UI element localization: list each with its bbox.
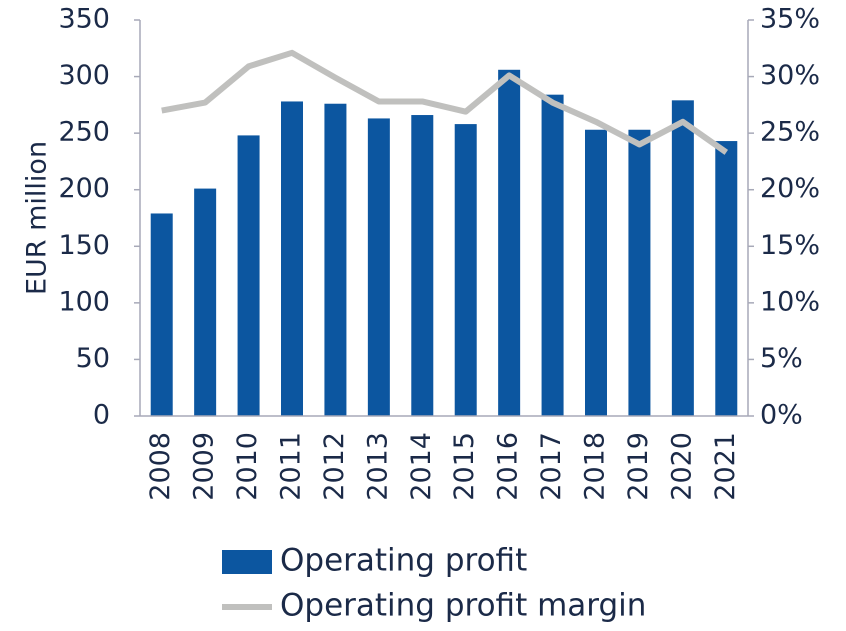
x-tick-label: 2011 [276, 432, 307, 501]
y2-tick-label: 25% [760, 117, 820, 148]
y-tick-label: 50 [76, 343, 110, 374]
bar [628, 129, 651, 416]
y-tick-label: 200 [58, 173, 110, 204]
x-tick-label: 2021 [710, 432, 741, 501]
bar [715, 141, 738, 416]
x-tick-label: 2012 [319, 432, 350, 501]
x-tick-label: 2015 [449, 432, 480, 501]
x-tick-label: 2019 [623, 432, 654, 501]
x-tick-label: 2009 [189, 432, 220, 501]
bar [237, 135, 260, 417]
y2-tick-label: 35% [760, 4, 820, 35]
y-axis-label: EUR million [22, 141, 53, 295]
y2-tick-label: 15% [760, 230, 820, 261]
x-tick-label: 2018 [580, 432, 611, 501]
y2-tick-label: 5% [760, 343, 803, 374]
x-tick-label: 2014 [406, 432, 437, 501]
x-tick-label: 2017 [536, 432, 567, 501]
y-tick-label: 250 [58, 117, 110, 148]
bar [281, 101, 303, 416]
bar [541, 94, 564, 416]
y-tick-label: 300 [58, 60, 110, 91]
bar [150, 213, 173, 416]
y2-tick-label: 10% [760, 286, 820, 317]
bar [411, 115, 434, 416]
y-tick-label: 0 [93, 400, 110, 431]
bar [194, 188, 217, 416]
bar [454, 124, 477, 416]
legend-label: Operating profit [280, 543, 527, 579]
y-tick-label: 150 [58, 230, 110, 261]
x-tick-label: 2010 [232, 432, 263, 501]
bar [324, 103, 347, 417]
y2-tick-label: 30% [760, 60, 820, 91]
line [161, 49, 729, 155]
bar [367, 118, 390, 416]
legend-swatch [222, 550, 272, 574]
y-tick-label: 100 [58, 286, 110, 317]
y2-tick-label: 0% [760, 400, 803, 431]
x-tick-label: 2008 [145, 432, 176, 501]
bar [498, 69, 521, 416]
bar [671, 100, 694, 417]
y-tick-label: 350 [58, 4, 110, 35]
x-tick-label: 2020 [666, 432, 697, 501]
bar [585, 129, 607, 416]
x-tick-label: 2013 [362, 432, 393, 501]
x-tick-label: 2016 [493, 432, 524, 501]
legend-label: Operating profit margin [280, 588, 646, 624]
y2-tick-label: 20% [760, 173, 820, 204]
